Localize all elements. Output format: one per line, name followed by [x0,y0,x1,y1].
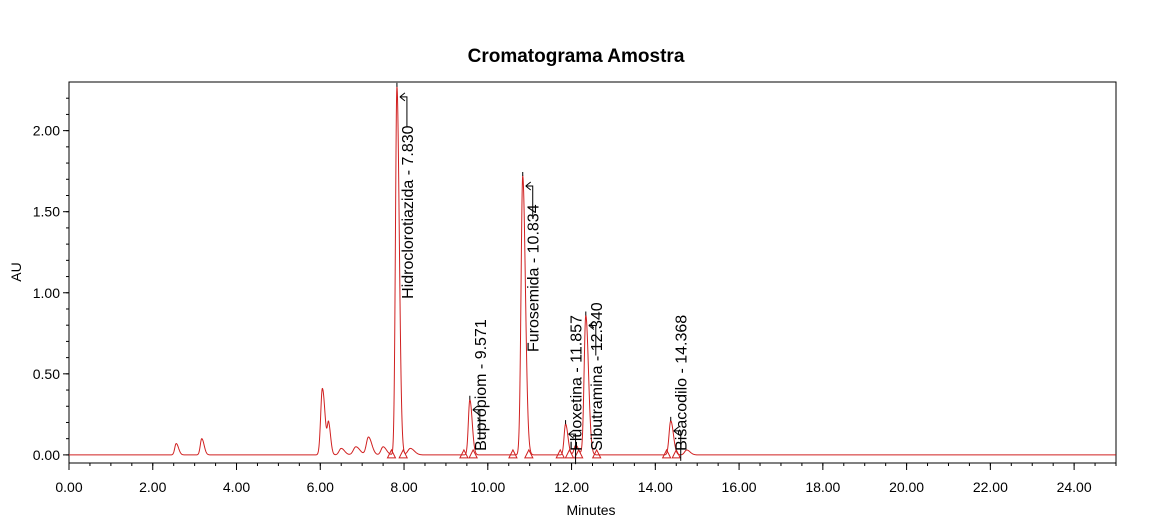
peak-leader-line [565,420,577,465]
x-tick-label: 20.00 [889,479,924,495]
x-tick-label: 14.00 [638,479,673,495]
x-tick-label: 22.00 [973,479,1008,495]
integration-marker [671,448,682,459]
x-tick-label: 12.00 [554,479,589,495]
y-tick-label: 0.50 [33,366,60,382]
integration-marker [459,448,469,459]
integration-marker [661,448,672,459]
x-tick-label: 8.00 [390,479,417,495]
peak-label: Hidroclorotiazida - 7.830 [400,125,417,299]
x-tick-label: 0.00 [55,479,82,495]
peak-label: Sibutramina - 12.340 [589,302,606,451]
peak-label: Fluoxetina - 11.857 [569,315,586,451]
integration-marker [508,448,518,459]
x-tick-label: 4.00 [223,479,250,495]
x-axis-label: Minutes [566,502,616,518]
integration-marker [468,448,478,459]
x-tick-label: 6.00 [307,479,334,495]
integration-marker [573,448,584,459]
peak-leader-line [396,82,408,127]
peak-label: Bupropiom - 9.571 [473,319,490,451]
x-tick-label: 24.00 [1057,479,1092,495]
integration-marker [591,448,602,459]
y-tick-label: 0.00 [33,447,60,463]
integration-marker [524,448,534,459]
x-tick-label: 2.00 [139,479,166,495]
x-tick-label: 10.00 [470,479,505,495]
integration-marker [386,448,397,459]
peak-leader-line [585,311,597,356]
y-tick-label: 2.00 [33,123,60,139]
peak-label: Furosemida - 10.834 [526,204,543,352]
integration-marker [564,448,575,459]
y-tick-label: 1.00 [33,285,60,301]
integration-marker [398,448,409,459]
integration-marker [555,448,566,459]
chart-title: Cromatograma Amostra [467,46,685,67]
chromatogram-trace [69,85,1116,456]
x-tick-label: 18.00 [805,479,840,495]
peak-label: Bisacodilo - 14.368 [674,315,691,451]
peak-leader-line [469,395,481,440]
x-tick-label: 16.00 [722,479,757,495]
peak-leader-line [522,172,534,217]
y-tick-label: 1.50 [33,204,60,220]
peak-leader-line [670,416,682,461]
